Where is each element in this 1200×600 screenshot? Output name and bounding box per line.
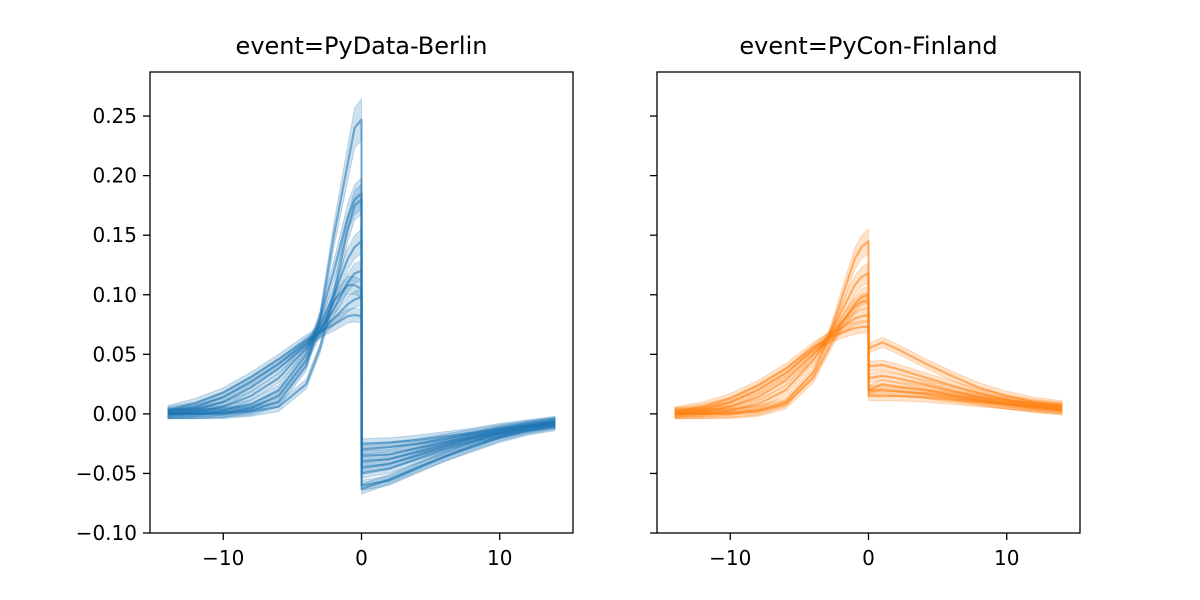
series-line-6 bbox=[167, 313, 556, 457]
x-tick-label: 10 bbox=[994, 546, 1019, 570]
axis-ticks: −10 0 10 −0.10 −0.05 0.00 0.05 0.10 0.15 0.20 0.25 bbox=[76, 104, 513, 570]
panel-pycon-finland: event=PyCon-Finland −10 0 10 bbox=[650, 32, 1081, 570]
y-tick-label: 0.00 bbox=[92, 402, 137, 426]
series-line-3 bbox=[674, 299, 1063, 414]
x-tick-label: −10 bbox=[709, 546, 751, 570]
series-line-7 bbox=[168, 198, 556, 451]
panel-title: event=PyCon-Finland bbox=[739, 32, 997, 60]
x-tick-label: −10 bbox=[202, 546, 244, 570]
series-band-1 bbox=[167, 97, 556, 495]
series-lines bbox=[674, 240, 1063, 415]
series-line-2 bbox=[167, 192, 556, 487]
y-tick-label: −0.05 bbox=[76, 461, 137, 485]
y-tick-label: 0.05 bbox=[92, 342, 137, 366]
series-line-1 bbox=[675, 240, 1063, 415]
y-tick-label: 0.15 bbox=[92, 223, 137, 247]
x-tick-label: 0 bbox=[355, 546, 368, 570]
series-line-5 bbox=[674, 325, 1063, 413]
series-line-1 bbox=[168, 118, 556, 490]
series-line-8 bbox=[168, 284, 556, 445]
series-lines bbox=[167, 118, 556, 490]
series-band-3 bbox=[167, 227, 556, 479]
series-line-5 bbox=[167, 296, 556, 463]
series-line-6 bbox=[675, 293, 1063, 415]
plot-frame bbox=[656, 71, 1081, 534]
series-line-4 bbox=[674, 313, 1063, 414]
panel-title: event=PyData-Berlin bbox=[236, 32, 488, 60]
series-band-1 bbox=[674, 227, 1063, 420]
series-line-4 bbox=[167, 269, 556, 469]
y-tick-label: 0.20 bbox=[92, 164, 137, 188]
plot-frame bbox=[149, 71, 574, 534]
series-line-3 bbox=[167, 240, 556, 475]
y-tick-label: −0.10 bbox=[76, 521, 137, 545]
y-tick-label: 0.10 bbox=[92, 283, 137, 307]
x-tick-label: 0 bbox=[862, 546, 875, 570]
panel-pydata-berlin: event=PyData-Berlin −10 0 10 −0.10 −0.05 0.00… bbox=[76, 32, 574, 570]
x-tick-label: 10 bbox=[487, 546, 512, 570]
axis-ticks: −10 0 10 bbox=[650, 115, 1019, 570]
y-tick-label: 0.25 bbox=[92, 104, 137, 128]
series-line-2 bbox=[674, 272, 1063, 415]
